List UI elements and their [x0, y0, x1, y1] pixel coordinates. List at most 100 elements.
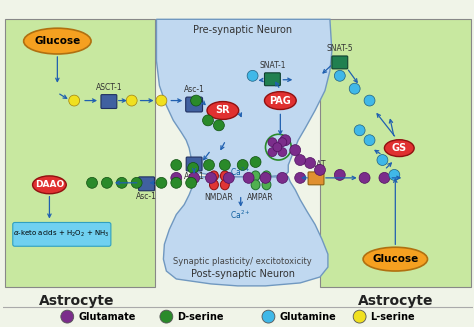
Circle shape: [277, 172, 288, 183]
Circle shape: [295, 172, 306, 183]
Bar: [5, 19, 155, 287]
Circle shape: [295, 155, 306, 165]
Text: Glutamate: Glutamate: [78, 312, 136, 322]
Circle shape: [171, 172, 182, 183]
Circle shape: [116, 177, 127, 188]
Circle shape: [290, 145, 301, 156]
Ellipse shape: [210, 180, 219, 190]
Ellipse shape: [384, 140, 414, 157]
Text: Post-synaptic Neuron: Post-synaptic Neuron: [191, 269, 295, 279]
Text: SR: SR: [216, 106, 230, 115]
Ellipse shape: [251, 171, 260, 181]
Circle shape: [262, 310, 275, 323]
Text: Asc-1: Asc-1: [184, 172, 205, 181]
FancyBboxPatch shape: [186, 97, 202, 112]
FancyBboxPatch shape: [101, 95, 117, 109]
Circle shape: [243, 172, 254, 183]
Text: ASCT-1: ASCT-1: [96, 83, 122, 92]
Text: Glutamine: Glutamine: [279, 312, 336, 322]
Text: $\alpha$-keto acids + H$_2$O$_2$ + NH$_3$: $\alpha$-keto acids + H$_2$O$_2$ + NH$_3…: [13, 229, 109, 239]
Circle shape: [219, 160, 230, 170]
Circle shape: [260, 172, 271, 183]
Circle shape: [353, 310, 366, 323]
Circle shape: [61, 310, 74, 323]
Text: NMDAR: NMDAR: [204, 193, 233, 202]
Ellipse shape: [264, 92, 296, 110]
Ellipse shape: [262, 171, 271, 181]
Ellipse shape: [220, 171, 229, 181]
Ellipse shape: [262, 180, 271, 190]
Text: SNAT-1: SNAT-1: [259, 61, 286, 70]
Circle shape: [237, 160, 248, 170]
Circle shape: [191, 95, 201, 106]
Text: PAG: PAG: [270, 95, 291, 106]
Circle shape: [126, 95, 137, 106]
Text: Asc-1: Asc-1: [184, 85, 205, 94]
Ellipse shape: [33, 176, 66, 194]
Text: Asc-1: Asc-1: [136, 192, 157, 201]
FancyBboxPatch shape: [186, 157, 202, 171]
Circle shape: [87, 177, 98, 188]
Text: D-serine: D-serine: [177, 312, 224, 322]
Circle shape: [315, 164, 326, 175]
Text: EAAT: EAAT: [306, 160, 326, 169]
Circle shape: [334, 169, 345, 181]
Circle shape: [389, 169, 400, 181]
Circle shape: [278, 148, 287, 157]
Circle shape: [377, 155, 388, 165]
FancyBboxPatch shape: [264, 73, 280, 86]
Circle shape: [273, 143, 282, 152]
Text: Glucose: Glucose: [372, 254, 419, 264]
Circle shape: [206, 172, 217, 183]
Text: Synaptic plasticity/ excitotoxicity: Synaptic plasticity/ excitotoxicity: [173, 257, 312, 266]
Circle shape: [268, 138, 277, 146]
Circle shape: [101, 177, 112, 188]
Polygon shape: [156, 19, 332, 177]
Text: DAAO: DAAO: [35, 180, 64, 189]
Circle shape: [379, 172, 390, 183]
Circle shape: [359, 172, 370, 183]
Text: Astrocyte: Astrocyte: [39, 294, 115, 308]
Text: AMPAR: AMPAR: [247, 193, 274, 202]
Ellipse shape: [363, 247, 428, 271]
Ellipse shape: [207, 102, 239, 119]
Circle shape: [189, 172, 200, 183]
Circle shape: [305, 158, 316, 168]
Circle shape: [223, 172, 234, 183]
Circle shape: [203, 160, 214, 170]
Ellipse shape: [210, 171, 219, 181]
Circle shape: [131, 177, 142, 188]
Text: Pre-synaptic Neuron: Pre-synaptic Neuron: [193, 25, 292, 35]
Circle shape: [171, 160, 182, 170]
Ellipse shape: [251, 180, 260, 190]
Text: SNAT-5: SNAT-5: [327, 44, 353, 53]
Circle shape: [160, 310, 173, 323]
Ellipse shape: [24, 28, 91, 54]
Text: Ca$^{2+}$: Ca$^{2+}$: [230, 166, 251, 178]
Ellipse shape: [220, 180, 229, 190]
Circle shape: [156, 177, 167, 188]
Polygon shape: [164, 177, 328, 286]
Circle shape: [278, 138, 287, 146]
Circle shape: [69, 95, 80, 106]
Circle shape: [364, 135, 375, 146]
Circle shape: [188, 163, 199, 173]
Text: L-serine: L-serine: [371, 312, 415, 322]
Text: GS: GS: [392, 143, 407, 153]
Text: Ca$^{2+}$: Ca$^{2+}$: [230, 208, 251, 221]
Circle shape: [280, 135, 291, 146]
Circle shape: [213, 120, 224, 131]
FancyBboxPatch shape: [332, 56, 348, 69]
Circle shape: [247, 70, 258, 81]
Circle shape: [268, 148, 277, 157]
FancyBboxPatch shape: [13, 222, 111, 246]
Circle shape: [202, 115, 213, 126]
Circle shape: [334, 70, 345, 81]
Text: Astrocyte: Astrocyte: [357, 294, 433, 308]
Text: Glucose: Glucose: [34, 36, 81, 46]
Circle shape: [171, 177, 182, 188]
FancyBboxPatch shape: [308, 172, 324, 185]
Circle shape: [250, 157, 261, 167]
Circle shape: [349, 83, 360, 94]
Bar: [320, 19, 471, 287]
